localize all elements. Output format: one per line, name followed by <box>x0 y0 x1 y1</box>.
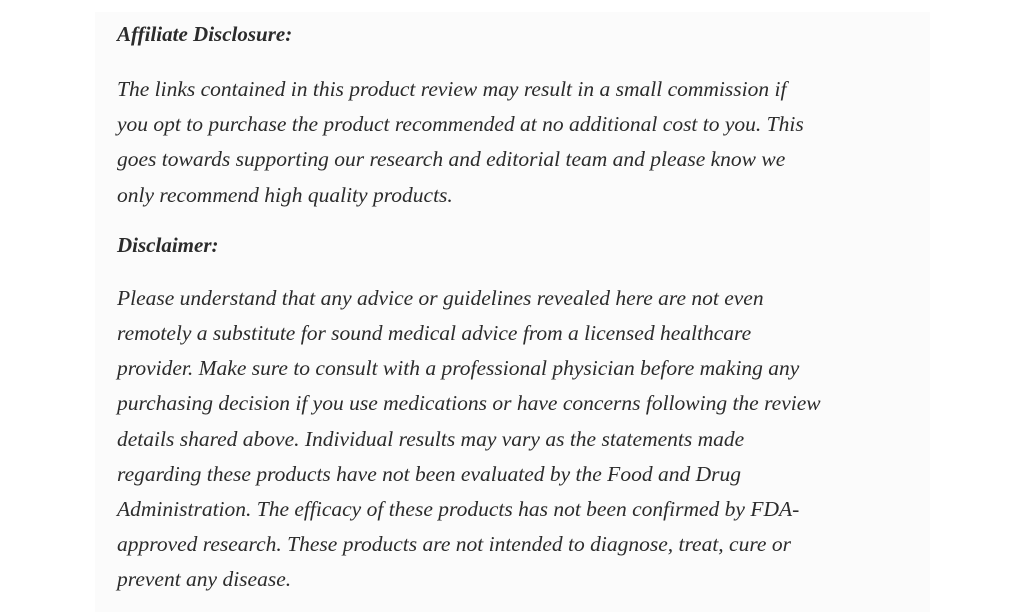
text-line: goes towards supporting our research and… <box>117 147 786 172</box>
disclaimer-heading: Disclaimer: <box>117 232 219 257</box>
text-line: approved research. These products are no… <box>117 532 791 557</box>
content-panel <box>95 12 930 612</box>
text-line: only recommend high quality products. <box>117 182 453 207</box>
text-line: purchasing decision if you use medicatio… <box>117 391 821 416</box>
text-line: regarding these products have not been e… <box>117 461 741 486</box>
disclosure-section: Affiliate Disclosure: The links containe… <box>117 18 937 598</box>
affiliate-disclosure-text: The links contained in this product revi… <box>117 72 937 213</box>
text-line: Administration. The efficacy of these pr… <box>117 497 800 522</box>
text-line: prevent any disease. <box>117 567 292 592</box>
text-line: you opt to purchase the product recommen… <box>117 112 804 137</box>
text-line: Please understand that any advice or gui… <box>117 285 764 310</box>
text-line: provider. Make sure to consult with a pr… <box>117 356 800 381</box>
text-line: The links contained in this product revi… <box>117 77 787 101</box>
text-line: remotely a substitute for sound medical … <box>117 321 752 346</box>
affiliate-disclosure-heading: Affiliate Disclosure: <box>117 22 293 46</box>
disclaimer-text: Please understand that any advice or gui… <box>117 281 937 598</box>
text-line: details shared above. Individual results… <box>117 426 745 451</box>
